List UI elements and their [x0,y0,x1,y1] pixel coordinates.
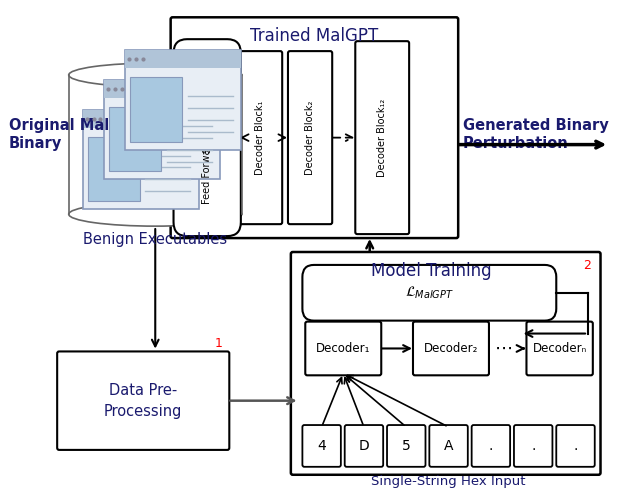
FancyBboxPatch shape [57,351,229,450]
Text: $\mathcal{L}_{MalGPT}$: $\mathcal{L}_{MalGPT}$ [405,285,454,301]
Text: A: A [444,439,453,453]
Text: 4: 4 [317,439,326,453]
Text: Self-Attention: Self-Attention [202,87,212,153]
FancyBboxPatch shape [125,50,241,150]
Text: D: D [358,439,369,453]
FancyBboxPatch shape [83,110,198,128]
FancyBboxPatch shape [173,39,241,236]
Text: Feed Forward NN: Feed Forward NN [202,121,212,204]
Text: Trained MalGPT: Trained MalGPT [250,27,378,45]
Text: Data Pre-
Processing: Data Pre- Processing [104,383,182,419]
FancyBboxPatch shape [88,137,140,201]
FancyBboxPatch shape [527,322,593,375]
Text: Decoder Block₁: Decoder Block₁ [255,100,265,175]
FancyBboxPatch shape [302,265,556,321]
FancyBboxPatch shape [288,51,332,224]
Text: 5: 5 [402,439,411,453]
Text: Decoder₁: Decoder₁ [316,342,371,355]
Text: Benign Executables: Benign Executables [83,232,227,247]
FancyBboxPatch shape [387,425,426,467]
Text: .: . [573,439,578,453]
Ellipse shape [68,202,242,226]
FancyBboxPatch shape [355,41,409,234]
FancyBboxPatch shape [130,77,182,142]
Text: .: . [489,439,493,453]
Text: Decoder Block₁₂: Decoder Block₁₂ [377,98,387,177]
Text: Single-String Hex Input: Single-String Hex Input [371,475,526,488]
FancyBboxPatch shape [302,425,341,467]
Text: Original Malware
Binary: Original Malware Binary [9,118,150,151]
Text: Model Training: Model Training [371,262,492,280]
Text: ⋯: ⋯ [495,340,513,357]
Text: 2: 2 [583,259,591,272]
FancyBboxPatch shape [238,51,282,224]
FancyBboxPatch shape [305,322,381,375]
FancyBboxPatch shape [345,425,383,467]
FancyBboxPatch shape [514,425,552,467]
FancyBboxPatch shape [83,110,198,209]
FancyBboxPatch shape [291,252,600,475]
FancyBboxPatch shape [104,80,220,179]
Text: .: . [531,439,536,453]
FancyBboxPatch shape [125,50,241,68]
Text: 1: 1 [214,338,223,350]
FancyBboxPatch shape [556,425,595,467]
FancyBboxPatch shape [104,80,220,98]
Text: Decoder₂: Decoder₂ [424,342,478,355]
FancyBboxPatch shape [413,322,489,375]
FancyBboxPatch shape [171,17,458,238]
Text: Decoderₙ: Decoderₙ [532,342,587,355]
Text: Decoder Block₂: Decoder Block₂ [305,100,315,175]
Ellipse shape [68,63,242,87]
FancyBboxPatch shape [429,425,468,467]
FancyBboxPatch shape [109,107,161,171]
Text: Generated Binary
Perturbation: Generated Binary Perturbation [463,118,609,151]
FancyBboxPatch shape [472,425,510,467]
